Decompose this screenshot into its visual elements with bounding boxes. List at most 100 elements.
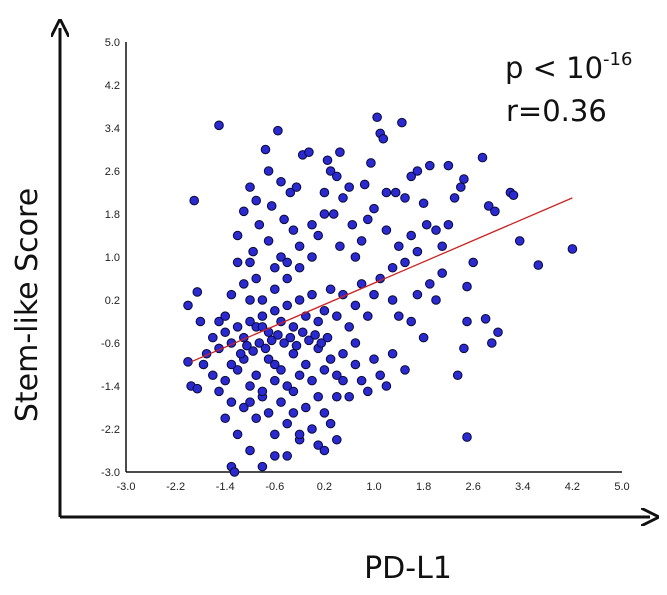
data-point bbox=[282, 257, 293, 268]
data-point bbox=[319, 305, 330, 316]
data-point bbox=[270, 284, 280, 295]
data-point bbox=[332, 171, 342, 182]
data-point bbox=[189, 195, 199, 206]
p-value-annotation: p < 10-16 bbox=[505, 49, 632, 85]
data-point bbox=[245, 295, 255, 305]
data-point bbox=[285, 332, 296, 343]
data-point bbox=[192, 287, 203, 297]
data-point bbox=[239, 279, 249, 289]
data-point bbox=[291, 340, 302, 351]
data-point bbox=[338, 193, 348, 203]
data-point bbox=[294, 262, 305, 273]
data-point bbox=[307, 375, 317, 386]
data-point bbox=[418, 198, 429, 209]
data-point bbox=[270, 359, 280, 370]
data-point bbox=[394, 311, 404, 321]
data-point bbox=[480, 314, 491, 324]
data-point bbox=[406, 230, 417, 241]
data-point bbox=[350, 252, 361, 262]
data-point bbox=[183, 357, 193, 367]
data-point bbox=[322, 332, 333, 343]
data-point bbox=[452, 370, 463, 381]
data-point bbox=[282, 273, 293, 284]
x-tick-label: -1.4 bbox=[216, 481, 235, 493]
data-point bbox=[232, 230, 243, 241]
data-point bbox=[319, 365, 330, 375]
data-point bbox=[263, 408, 274, 418]
data-point bbox=[291, 182, 302, 192]
data-point bbox=[350, 338, 361, 348]
y-tick-label: -0.6 bbox=[101, 338, 120, 350]
data-point bbox=[462, 316, 472, 327]
data-point bbox=[263, 236, 274, 246]
y-tick-label: -3.0 bbox=[101, 467, 120, 479]
data-point bbox=[270, 305, 280, 316]
data-point bbox=[288, 386, 299, 397]
data-point bbox=[307, 424, 317, 434]
data-point bbox=[198, 359, 209, 370]
data-point bbox=[437, 241, 448, 252]
data-point bbox=[459, 343, 469, 354]
data-point bbox=[350, 300, 361, 311]
data-point bbox=[375, 370, 386, 381]
x-tick-label: 4.2 bbox=[565, 481, 580, 493]
data-point bbox=[260, 144, 271, 155]
data-point bbox=[381, 225, 392, 235]
x-axis-title: PD-L1 bbox=[364, 551, 452, 586]
data-point bbox=[307, 252, 317, 262]
data-point bbox=[220, 375, 230, 386]
data-point bbox=[279, 338, 289, 348]
data-point bbox=[313, 316, 324, 327]
data-point bbox=[400, 365, 410, 375]
data-point bbox=[483, 201, 494, 211]
data-point bbox=[307, 219, 317, 230]
data-point bbox=[394, 241, 404, 252]
y-tick-label: 1.0 bbox=[105, 252, 120, 264]
data-point bbox=[369, 289, 379, 300]
data-point bbox=[387, 348, 398, 359]
data-point bbox=[418, 332, 429, 343]
x-tick-label: -3.0 bbox=[117, 481, 136, 493]
x-tick-label: 2.6 bbox=[466, 481, 481, 493]
data-point bbox=[232, 429, 243, 440]
data-point bbox=[459, 174, 469, 184]
data-point bbox=[319, 445, 330, 456]
y-tick-label: 0.2 bbox=[105, 295, 120, 307]
data-point bbox=[310, 330, 320, 340]
data-point bbox=[214, 120, 224, 131]
data-point bbox=[319, 187, 330, 198]
data-point bbox=[276, 252, 286, 262]
x-tick-label: 5.0 bbox=[614, 481, 629, 493]
data-point bbox=[514, 236, 525, 246]
data-point bbox=[239, 206, 249, 217]
data-point bbox=[338, 375, 348, 386]
data-point bbox=[276, 365, 286, 375]
data-point bbox=[282, 418, 293, 429]
data-point bbox=[220, 311, 230, 321]
data-point bbox=[508, 190, 519, 200]
data-point bbox=[335, 241, 345, 252]
data-point bbox=[208, 332, 218, 343]
data-point bbox=[363, 214, 373, 225]
data-point bbox=[366, 158, 376, 168]
data-point bbox=[412, 166, 423, 176]
data-point bbox=[397, 117, 407, 128]
data-point bbox=[263, 166, 274, 176]
data-point bbox=[332, 370, 342, 381]
data-point bbox=[245, 316, 255, 327]
data-point bbox=[301, 359, 311, 370]
y-tick-label: 3.4 bbox=[105, 123, 120, 135]
r-value-annotation: r=0.36 bbox=[506, 94, 607, 128]
data-point bbox=[350, 359, 361, 370]
data-point bbox=[332, 391, 342, 402]
data-point bbox=[338, 348, 348, 359]
data-point bbox=[220, 327, 230, 338]
y-tick-labels: 5.0 4.2 3.4 2.6 1.8 1.0 0.2 -0.6 -1.4 -2.2 -3.0 bbox=[101, 37, 120, 479]
data-point bbox=[245, 182, 255, 192]
data-point bbox=[313, 391, 324, 402]
data-point bbox=[387, 262, 398, 273]
data-point bbox=[316, 338, 327, 348]
data-point bbox=[387, 295, 398, 305]
data-point bbox=[332, 434, 342, 445]
data-point bbox=[229, 467, 240, 477]
